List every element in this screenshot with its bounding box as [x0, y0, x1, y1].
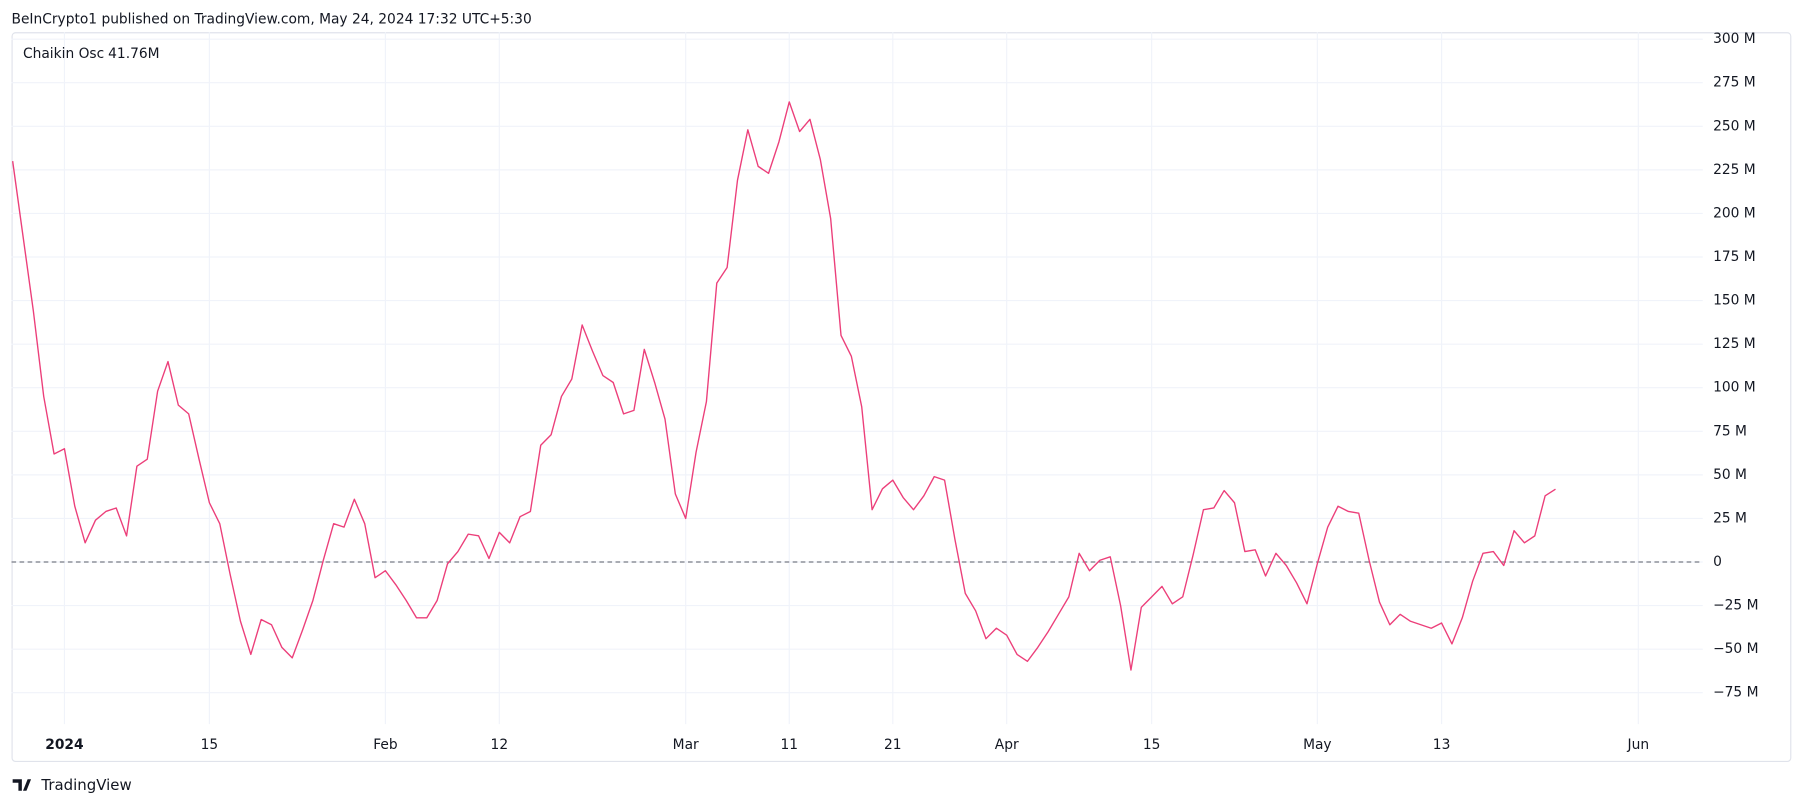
- y-tick-label: 75 M: [1713, 423, 1747, 439]
- y-tick-label: 250 M: [1713, 118, 1756, 134]
- x-tick-label: 15: [1143, 737, 1161, 753]
- x-tick-label: 15: [201, 737, 219, 753]
- y-tick-label: 175 M: [1713, 249, 1756, 265]
- y-tick-label: 0: [1713, 554, 1722, 570]
- y-tick-label: 300 M: [1713, 31, 1756, 47]
- y-tick-label: −50 M: [1713, 641, 1758, 657]
- y-tick-label: −75 M: [1713, 685, 1758, 701]
- x-tick-label: 11: [780, 737, 798, 753]
- x-tick-label: Feb: [373, 737, 397, 753]
- x-tick-label: May: [1303, 737, 1332, 753]
- y-tick-label: 50 M: [1713, 467, 1747, 483]
- x-tick-label: Mar: [673, 737, 699, 753]
- y-tick-label: 150 M: [1713, 293, 1756, 309]
- y-tick-label: 225 M: [1713, 162, 1756, 178]
- legend-name: Chaikin Osc: [23, 46, 104, 62]
- series-line: [11, 101, 1556, 671]
- x-tick-label: 12: [491, 737, 509, 753]
- y-tick-label: 100 M: [1713, 380, 1756, 396]
- y-tick-label: 125 M: [1713, 336, 1756, 352]
- x-tick-label: 21: [884, 737, 902, 753]
- legend-value: 41.76M: [108, 46, 159, 62]
- header: BeInCrypto1 published on TradingView.com…: [12, 12, 532, 28]
- x-tick-label: 2024: [45, 737, 83, 753]
- y-tick-label: 25 M: [1713, 510, 1747, 526]
- x-tick-label: 13: [1433, 737, 1451, 753]
- y-tick-label: 200 M: [1713, 205, 1756, 221]
- footer: TradingView: [40, 776, 131, 794]
- footer-logo: [12, 779, 32, 791]
- x-tick-label: Jun: [1627, 737, 1650, 753]
- y-tick-label: −25 M: [1713, 598, 1758, 614]
- x-tick-label: Apr: [995, 737, 1019, 753]
- plot: [11, 101, 1556, 671]
- y-tick-label: 275 M: [1713, 75, 1756, 91]
- grid: [11, 32, 1703, 725]
- chart-frame: [11, 32, 1792, 763]
- labels: −75 M −50 M −25 M 0 25 M 50 M 75 M 100 M 125 M 15…: [45, 31, 1758, 753]
